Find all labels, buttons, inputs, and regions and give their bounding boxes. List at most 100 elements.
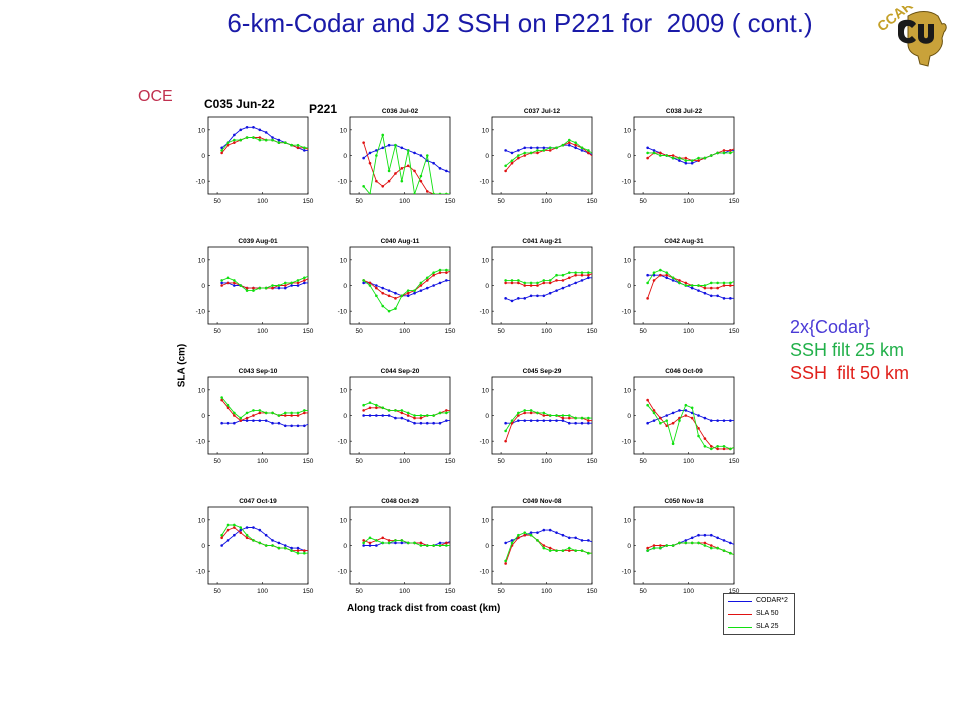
point-sla25	[220, 396, 223, 399]
point-sla50	[529, 284, 533, 287]
point-sla25	[252, 409, 255, 412]
point-sla50	[413, 416, 416, 420]
point-codar	[555, 419, 558, 422]
point-sla50	[722, 284, 726, 287]
x-tick-label: 50	[355, 328, 363, 335]
point-codar	[729, 541, 732, 545]
point-sla25	[283, 546, 287, 550]
point-sla50	[504, 439, 507, 443]
y-tick-label: -10	[338, 439, 348, 446]
point-sla25	[504, 279, 507, 282]
point-sla25	[735, 279, 738, 282]
point-sla50	[517, 536, 520, 540]
point-sla25	[659, 546, 662, 550]
x-tick-label: 50	[497, 328, 505, 335]
point-sla25	[271, 284, 274, 287]
point-sla50	[703, 286, 707, 290]
point-sla25	[362, 541, 365, 545]
point-codar	[593, 422, 596, 425]
point-codar	[574, 281, 577, 285]
x-tick-label: 100	[257, 198, 268, 205]
point-codar	[413, 421, 416, 425]
point-sla25	[220, 149, 223, 152]
point-sla25	[716, 445, 719, 448]
point-sla25	[580, 549, 584, 552]
point-sla50	[646, 297, 649, 300]
x-tick-label: 100	[541, 328, 552, 335]
point-codar	[529, 146, 533, 150]
point-sla50	[425, 279, 429, 282]
point-codar	[587, 421, 590, 425]
point-sla25	[368, 401, 372, 404]
point-sla25	[277, 546, 281, 550]
point-sla50	[296, 549, 300, 552]
point-sla25	[523, 409, 527, 412]
point-sla50	[542, 544, 546, 547]
point-codar	[451, 172, 454, 175]
point-sla50	[646, 156, 649, 160]
point-codar	[735, 149, 738, 152]
point-sla50	[233, 281, 236, 285]
point-codar	[362, 156, 365, 160]
point-sla25	[387, 309, 391, 313]
point-sla25	[517, 533, 520, 537]
x-tick-label: 100	[683, 198, 694, 205]
point-sla25	[451, 193, 454, 196]
chart-legend: CODAR*2 SLA 50 SLA 25	[723, 593, 795, 635]
point-sla50	[309, 412, 312, 415]
y-tick-label: 0	[485, 543, 489, 550]
point-sla50	[226, 406, 230, 410]
point-sla25	[646, 151, 649, 155]
point-sla25	[678, 281, 681, 285]
point-sla25	[709, 154, 713, 157]
point-sla25	[716, 546, 719, 550]
point-sla50	[652, 544, 656, 547]
point-sla25	[735, 149, 738, 152]
point-codar	[375, 414, 378, 417]
point-sla25	[239, 138, 243, 142]
point-codar	[387, 289, 391, 292]
y-tick-label: -10	[622, 569, 632, 576]
point-codar	[245, 419, 249, 422]
point-codar	[309, 549, 312, 552]
point-codar	[510, 151, 514, 155]
point-sla25	[381, 304, 385, 308]
subplot-title: C036 Jul-02	[382, 108, 419, 115]
point-sla25	[504, 559, 507, 563]
point-sla50	[567, 416, 571, 420]
point-codar	[735, 297, 738, 300]
x-tick-label: 50	[355, 588, 363, 595]
point-sla25	[690, 284, 694, 287]
point-sla25	[226, 276, 230, 280]
point-sla25	[451, 409, 454, 412]
point-sla50	[510, 281, 514, 285]
point-sla25	[245, 289, 249, 292]
point-sla25	[517, 279, 520, 282]
point-codar	[529, 294, 533, 298]
x-tick-label: 100	[399, 328, 410, 335]
x-tick-label: 100	[683, 588, 694, 595]
point-sla25	[722, 151, 726, 155]
point-sla25	[419, 281, 423, 285]
point-sla25	[646, 281, 649, 285]
point-sla25	[671, 276, 675, 280]
point-codar	[271, 421, 274, 425]
point-sla25	[523, 281, 527, 285]
point-sla25	[716, 281, 719, 285]
legend-label-sla25: SLA 25	[756, 623, 779, 630]
point-sla25	[220, 533, 223, 537]
point-sla25	[432, 544, 435, 547]
x-tick-label: 150	[729, 328, 740, 335]
legend-swatch-sla25	[728, 627, 752, 628]
point-codar	[233, 133, 236, 137]
point-codar	[542, 419, 546, 422]
point-sla25	[445, 192, 448, 194]
subplot-title: C050 Nov-18	[664, 498, 703, 505]
point-sla50	[665, 424, 669, 428]
point-codar	[445, 279, 448, 282]
point-sla25	[233, 138, 236, 142]
point-sla50	[652, 279, 656, 282]
point-codar	[517, 297, 520, 300]
